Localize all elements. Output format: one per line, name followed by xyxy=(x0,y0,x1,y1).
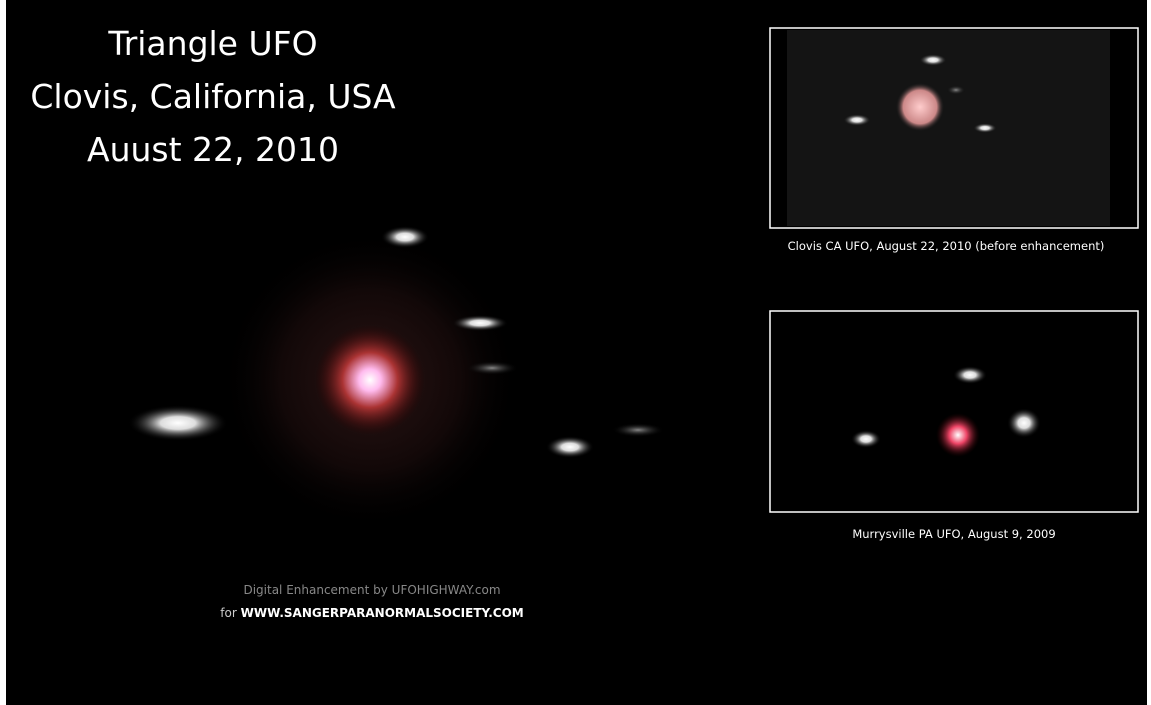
credit-site: WWW.SANGERPARANORMALSOCIETY.COM xyxy=(241,606,524,620)
inset-caption: Murrysville PA UFO, August 9, 2009 xyxy=(852,527,1055,541)
credit-line: Digital Enhancement by UFOHIGHWAY.com xyxy=(243,583,500,597)
credit-prefix: for xyxy=(220,606,237,620)
image: Triangle UFO Clovis, California, USA Auu… xyxy=(0,0,1151,705)
title-line: Triangle UFO xyxy=(107,24,317,63)
inset-caption: Clovis CA UFO, August 22, 2010 (before e… xyxy=(788,239,1105,253)
inset-comparison xyxy=(770,311,1138,512)
title-line: Auust 22, 2010 xyxy=(87,130,339,169)
title-line: Clovis, California, USA xyxy=(30,77,396,116)
inset-original xyxy=(770,28,1138,228)
page: Triangle UFO Clovis, California, USA Auu… xyxy=(0,0,1151,705)
credit-line: for WWW.SANGERPARANORMALSOCIETY.COM xyxy=(220,606,523,620)
